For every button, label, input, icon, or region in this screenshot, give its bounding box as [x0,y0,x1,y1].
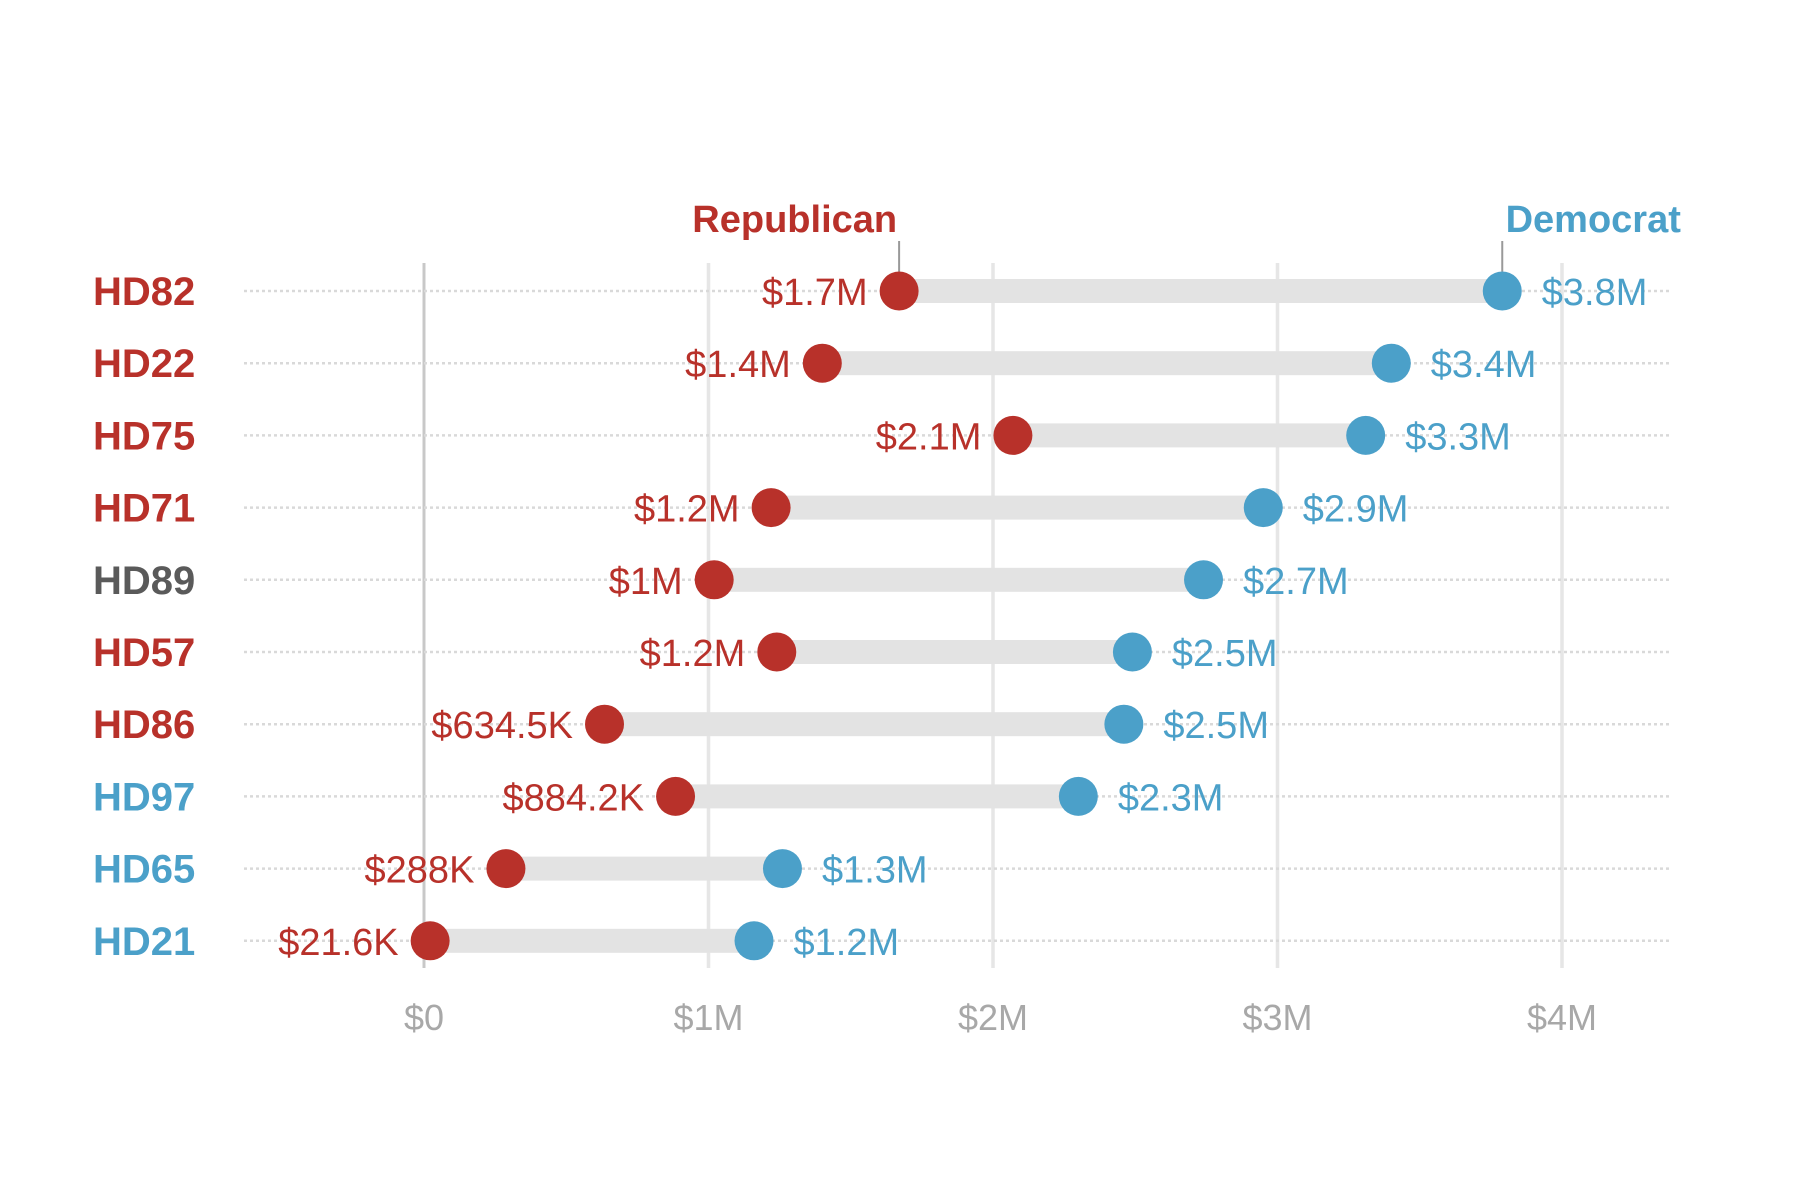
democrat-point [1184,560,1224,600]
democrat-value-label: $2.5M [1172,633,1278,675]
republican-point [802,343,842,383]
democrat-value-label: $2.9M [1303,489,1409,531]
republican-value-label: $1.2M [634,489,740,531]
republican-point [486,849,526,889]
dumbbell-bars [430,279,1503,953]
democrat-point [762,849,802,889]
democrat-value-label: $3.8M [1542,272,1648,314]
republican-point [694,560,734,600]
democrat-value-label: $1.3M [822,850,928,892]
row-guide-lines [244,289,1672,943]
republican-value-label: $1.2M [640,633,746,675]
dumbbell-bar [822,351,1392,376]
dumbbell-bar [771,495,1264,520]
x-tick-label: $0 [404,997,444,1038]
dumbbell-bar [776,640,1133,664]
gridlines [422,263,1564,968]
dumbbell-bar [604,712,1124,737]
republican-point [879,271,919,311]
democrat-point [734,921,774,961]
category-label: HD89 [93,559,195,603]
dumbbell-bar [430,928,755,953]
category-label: HD86 [93,703,195,747]
republican-point [751,488,791,528]
category-label: HD65 [93,848,195,892]
x-tick-label: $3M [1242,997,1312,1038]
x-axis-ticks: $0 $1M $2M $3M $4M [404,997,1597,1038]
democrat-point [1371,343,1411,383]
republican-value-label: $634.5K [431,705,573,747]
democrat-point [1058,776,1098,816]
x-tick-label: $4M [1527,997,1597,1038]
category-label: HD22 [93,342,195,386]
democrat-point [1346,415,1386,455]
data-points: $1.7M $3.8M $1.4M $3.4M $2.1M $3.3M $1.2M $2.9M… [278,271,1648,964]
democrat-point [1243,488,1283,528]
dumbbell-bar [714,567,1204,592]
category-label: HD97 [93,775,195,819]
democrat-point [1104,704,1144,744]
dumbbell-bar [675,784,1079,809]
category-label: HD75 [93,414,195,458]
democrat-point [1112,632,1152,672]
category-label: HD82 [93,270,195,314]
democrat-value-label: $1.2M [794,922,900,964]
democrat-value-label: $2.3M [1118,777,1224,819]
republican-value-label: $884.2K [502,777,644,819]
republican-value-label: $21.6K [278,922,398,964]
category-label: HD57 [93,631,195,675]
dumbbell-bar [899,279,1503,303]
democrat-value-label: $3.4M [1431,344,1537,386]
republican-point [410,921,450,961]
republican-value-label: $1.7M [762,272,868,314]
republican-point [993,415,1033,455]
legend: Republican Democrat [692,199,1681,272]
dumbbell-bar [505,856,783,881]
republican-value-label: $1M [609,561,683,603]
category-label: HD21 [93,920,195,964]
republican-point [585,704,625,744]
republican-value-label: $288K [365,850,475,892]
democrat-value-label: $3.3M [1405,416,1511,458]
republican-point [656,776,696,816]
dumbbell-bar [1012,423,1366,448]
category-label: HD71 [93,487,195,531]
x-tick-label: $1M [673,997,743,1038]
republican-point [757,632,797,672]
x-tick-label: $2M [958,997,1028,1038]
legend-republican: Republican [692,199,897,241]
republican-value-label: $1.4M [685,344,791,386]
democrat-point [1482,271,1522,311]
democrat-value-label: $2.7M [1243,561,1349,603]
row-labels: HD82 HD22 HD75 HD71 HD89 HD57 HD86 HD97 HD65 HD21 [93,270,195,964]
legend-democrat: Democrat [1506,199,1682,241]
democrat-value-label: $2.5M [1163,705,1269,747]
republican-value-label: $2.1M [876,416,982,458]
